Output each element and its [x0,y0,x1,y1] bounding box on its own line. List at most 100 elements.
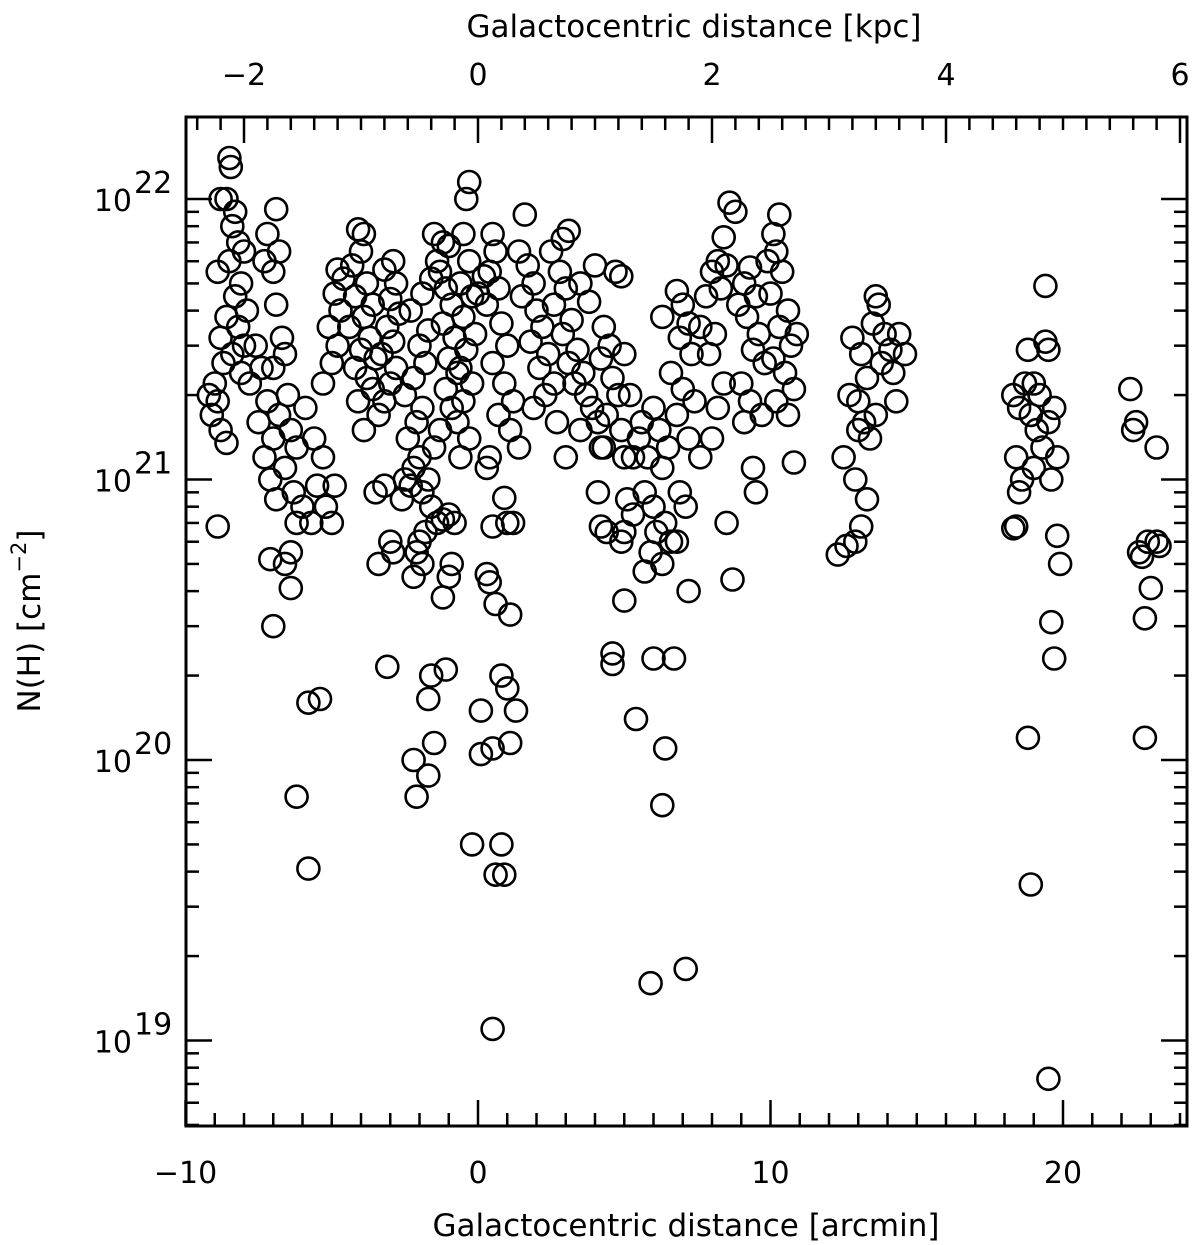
data-point [638,970,663,996]
data-point [263,196,289,222]
data-point [217,145,242,171]
data-point [649,455,675,481]
data-point [840,325,865,351]
data-point [784,321,810,347]
data-point [436,233,462,259]
data-point [263,486,289,512]
data-point [699,426,725,451]
data-point [366,402,391,428]
data-point [336,314,362,340]
data-point [249,355,274,381]
data-point [486,402,511,428]
data-point [1041,646,1067,671]
data-point [345,388,371,414]
data-point [842,467,868,492]
data-point [360,292,386,318]
data-point [494,333,520,359]
data-point [480,736,505,761]
data-point [260,613,286,639]
data-point [632,559,658,584]
data-point [723,199,748,225]
data-point [1144,435,1169,460]
data-point [763,388,789,414]
data-point [845,417,871,443]
data-point [415,467,441,492]
data-point [222,283,248,309]
data-point [1015,725,1041,751]
data-point [664,402,690,428]
data-point [439,551,465,577]
data-point [310,371,336,396]
data-point [1006,395,1032,421]
data-point [588,514,614,539]
data-point [410,479,435,505]
data-point [1120,417,1146,443]
data-point [766,202,792,227]
data-point [313,494,339,520]
data-point [255,221,280,247]
data-point [512,202,538,227]
data-point [1027,382,1052,408]
data-point [500,510,526,536]
y-tick-label: 10 [94,184,132,219]
data-point [1018,872,1044,897]
data-point [477,444,503,470]
data-point [263,292,289,318]
data-point [404,539,429,565]
data-point [611,341,637,367]
data-point [714,253,739,278]
x-tick-label: 0 [468,1156,487,1191]
data-point [1041,395,1067,421]
data-point [243,333,268,359]
data-point [494,510,520,536]
data-point [477,569,503,595]
data-point [474,455,500,481]
data-point [708,276,734,301]
data-point [614,486,640,512]
data-point [1047,551,1073,577]
data-point [559,307,584,333]
data-point [863,283,889,309]
data-point [266,402,292,428]
data-point [743,283,769,309]
data-point [471,263,497,289]
data-point [667,479,693,505]
data-point [483,591,508,617]
data-point [1044,523,1070,549]
data-point [1021,371,1047,396]
data-point [854,486,880,512]
data-point [442,510,467,536]
data-point [272,341,298,367]
x2-tick-label: 6 [1170,58,1189,93]
data-point [1003,514,1029,539]
data-point [734,304,760,330]
data-point [205,514,230,539]
data-point [395,426,421,451]
data-point [386,301,412,327]
data-point [433,657,459,682]
data-point [345,217,371,242]
data-point [652,736,678,761]
data-point [1033,273,1058,299]
data-point [401,365,426,391]
data-point [1036,1066,1061,1092]
data-point [418,663,444,688]
data-point [527,355,552,381]
data-point [427,259,453,285]
data-point [377,529,403,555]
data-point [404,784,429,810]
axis-ticks [184,117,1187,1127]
data-point [421,221,447,247]
data-point [781,376,807,402]
data-point [398,473,424,499]
data-point [497,602,523,627]
data-point [430,507,456,532]
data-point [380,329,406,355]
data-point [705,395,731,421]
data-point [664,529,690,555]
data-point [260,259,286,285]
data-point [565,337,590,363]
data-point [351,221,377,247]
data-point [1003,444,1029,470]
data-point [278,575,304,601]
